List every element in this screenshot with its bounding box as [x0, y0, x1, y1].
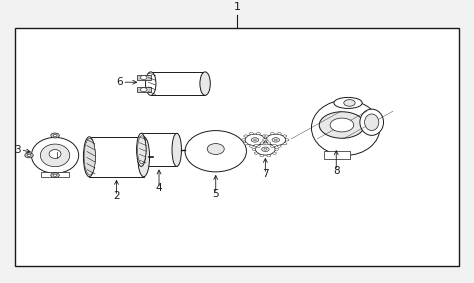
Bar — [89, 137, 144, 177]
Circle shape — [277, 145, 281, 147]
Text: 5: 5 — [212, 189, 219, 199]
Bar — [137, 75, 151, 80]
Ellipse shape — [137, 136, 146, 164]
Ellipse shape — [53, 174, 57, 176]
Ellipse shape — [84, 138, 95, 175]
Circle shape — [273, 152, 276, 154]
Ellipse shape — [137, 133, 146, 166]
Circle shape — [283, 135, 287, 137]
Ellipse shape — [53, 134, 57, 137]
Circle shape — [264, 135, 268, 137]
Bar — [151, 72, 205, 95]
Ellipse shape — [49, 149, 61, 158]
Circle shape — [264, 143, 268, 145]
Circle shape — [140, 76, 147, 80]
Ellipse shape — [185, 130, 246, 172]
Circle shape — [275, 148, 279, 150]
Circle shape — [283, 143, 287, 145]
Ellipse shape — [31, 138, 79, 173]
Circle shape — [250, 145, 253, 147]
Circle shape — [262, 143, 266, 145]
Ellipse shape — [27, 154, 31, 156]
Circle shape — [285, 139, 289, 141]
Ellipse shape — [40, 144, 70, 167]
Circle shape — [244, 135, 248, 137]
Circle shape — [274, 139, 277, 141]
Circle shape — [270, 132, 274, 135]
Ellipse shape — [360, 109, 383, 135]
Text: 3: 3 — [14, 145, 20, 155]
Ellipse shape — [51, 133, 59, 138]
Circle shape — [250, 132, 253, 135]
Text: 7: 7 — [262, 169, 269, 179]
Circle shape — [252, 148, 256, 150]
Ellipse shape — [51, 173, 59, 178]
Bar — [141, 133, 177, 166]
Circle shape — [254, 152, 258, 154]
Circle shape — [267, 155, 271, 157]
Bar — [324, 151, 350, 160]
Text: 8: 8 — [333, 166, 339, 175]
Circle shape — [256, 145, 260, 147]
Ellipse shape — [207, 143, 224, 155]
Bar — [15, 28, 459, 266]
Ellipse shape — [200, 72, 210, 95]
Circle shape — [140, 88, 147, 92]
Circle shape — [262, 135, 266, 137]
Text: 4: 4 — [155, 183, 162, 194]
Ellipse shape — [334, 97, 362, 108]
Circle shape — [256, 132, 260, 135]
Circle shape — [254, 139, 256, 141]
Circle shape — [262, 147, 269, 151]
Circle shape — [270, 145, 274, 147]
Circle shape — [267, 142, 271, 144]
Circle shape — [260, 142, 264, 144]
Circle shape — [273, 144, 276, 147]
Text: 2: 2 — [113, 191, 120, 201]
Circle shape — [344, 100, 355, 106]
Ellipse shape — [83, 137, 95, 177]
Circle shape — [319, 112, 365, 138]
Circle shape — [272, 138, 280, 142]
Bar — [41, 172, 69, 177]
Circle shape — [266, 134, 286, 146]
Ellipse shape — [146, 72, 156, 95]
Circle shape — [245, 134, 265, 146]
Circle shape — [330, 118, 354, 132]
Circle shape — [251, 138, 259, 142]
Circle shape — [242, 139, 246, 141]
Text: 6: 6 — [116, 77, 122, 87]
Ellipse shape — [311, 100, 380, 155]
Circle shape — [264, 149, 267, 150]
Ellipse shape — [25, 153, 33, 158]
Ellipse shape — [172, 133, 182, 166]
Circle shape — [264, 139, 268, 141]
Circle shape — [277, 132, 281, 135]
Ellipse shape — [138, 137, 150, 177]
Circle shape — [244, 143, 248, 145]
Circle shape — [254, 144, 258, 147]
Circle shape — [263, 139, 266, 141]
Circle shape — [260, 155, 264, 157]
Text: 1: 1 — [234, 2, 240, 12]
Bar — [137, 87, 151, 93]
Circle shape — [255, 143, 275, 155]
Ellipse shape — [365, 114, 379, 130]
